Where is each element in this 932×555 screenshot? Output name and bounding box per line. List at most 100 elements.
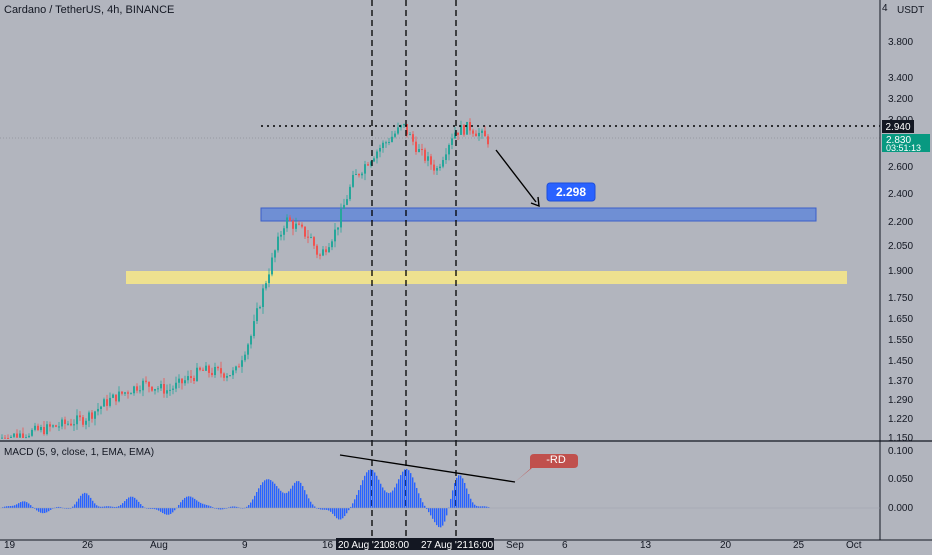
candle[interactable]: [283, 225, 285, 241]
candle[interactable]: [217, 365, 219, 371]
candle[interactable]: [154, 388, 156, 395]
candle[interactable]: [1, 434, 3, 439]
candle[interactable]: [481, 128, 483, 139]
candle[interactable]: [43, 421, 45, 436]
candle[interactable]: [196, 363, 198, 382]
candle[interactable]: [469, 118, 471, 135]
candle[interactable]: [457, 132, 459, 140]
candle[interactable]: [478, 128, 480, 141]
candle[interactable]: [352, 170, 354, 188]
candle[interactable]: [226, 373, 228, 382]
candle[interactable]: [454, 126, 456, 140]
candle[interactable]: [373, 156, 375, 163]
candle[interactable]: [178, 374, 180, 389]
candle[interactable]: [112, 393, 114, 399]
candle[interactable]: [268, 268, 270, 288]
candle[interactable]: [409, 132, 411, 136]
candle[interactable]: [94, 410, 96, 426]
candle[interactable]: [415, 136, 417, 155]
candle[interactable]: [460, 120, 462, 135]
candle[interactable]: [295, 217, 297, 232]
candle[interactable]: [487, 134, 489, 148]
candle[interactable]: [166, 384, 168, 398]
candle[interactable]: [301, 222, 303, 229]
candle[interactable]: [52, 424, 54, 429]
candle[interactable]: [280, 231, 282, 241]
candle[interactable]: [397, 122, 399, 135]
candle[interactable]: [103, 397, 105, 407]
candle[interactable]: [277, 232, 279, 253]
candle[interactable]: [115, 394, 117, 406]
candle[interactable]: [394, 130, 396, 139]
candle[interactable]: [40, 424, 42, 433]
candle[interactable]: [340, 203, 342, 233]
candle[interactable]: [205, 361, 207, 372]
candle[interactable]: [223, 372, 225, 382]
candle[interactable]: [463, 123, 465, 137]
candle[interactable]: [172, 385, 174, 395]
candle[interactable]: [241, 355, 243, 373]
candle[interactable]: [193, 375, 195, 385]
candle[interactable]: [139, 385, 141, 394]
candle[interactable]: [22, 427, 24, 438]
candle[interactable]: [358, 173, 360, 178]
candle[interactable]: [37, 423, 39, 432]
candle[interactable]: [253, 314, 255, 339]
candle[interactable]: [142, 378, 144, 397]
candle[interactable]: [376, 149, 378, 164]
candle[interactable]: [130, 392, 132, 395]
candle[interactable]: [472, 128, 474, 137]
candle[interactable]: [382, 140, 384, 153]
candle[interactable]: [61, 417, 63, 430]
candle[interactable]: [160, 380, 162, 392]
candle[interactable]: [274, 249, 276, 263]
candle[interactable]: [187, 370, 189, 384]
candle[interactable]: [169, 383, 171, 396]
candle[interactable]: [199, 366, 201, 372]
candle[interactable]: [436, 165, 438, 175]
candle[interactable]: [244, 351, 246, 363]
candle[interactable]: [70, 418, 72, 427]
candle[interactable]: [16, 429, 18, 438]
candle[interactable]: [334, 222, 336, 248]
candle[interactable]: [349, 184, 351, 202]
candle[interactable]: [13, 433, 15, 438]
candle[interactable]: [214, 362, 216, 378]
candle[interactable]: [157, 385, 159, 393]
candle[interactable]: [445, 148, 447, 164]
candle[interactable]: [328, 243, 330, 253]
candle[interactable]: [91, 410, 93, 423]
candle[interactable]: [202, 367, 204, 371]
candle[interactable]: [100, 405, 102, 415]
candle[interactable]: [85, 418, 87, 430]
target-price-label[interactable]: [546, 182, 596, 202]
candle[interactable]: [31, 428, 33, 437]
candle[interactable]: [385, 140, 387, 148]
candle[interactable]: [118, 386, 120, 403]
candle[interactable]: [331, 239, 333, 251]
candle[interactable]: [184, 375, 186, 386]
candle[interactable]: [127, 390, 129, 399]
candle[interactable]: [322, 246, 324, 257]
candle[interactable]: [28, 433, 30, 438]
candle[interactable]: [343, 198, 345, 210]
candle[interactable]: [289, 215, 291, 222]
candle[interactable]: [427, 151, 429, 167]
candle[interactable]: [235, 365, 237, 374]
candle[interactable]: [265, 280, 267, 291]
candle[interactable]: [292, 218, 294, 236]
candle[interactable]: [448, 143, 450, 161]
candle[interactable]: [4, 434, 6, 439]
candle[interactable]: [34, 422, 36, 432]
candle[interactable]: [55, 424, 57, 428]
candle[interactable]: [259, 305, 261, 310]
candle[interactable]: [73, 419, 75, 431]
divergence-line[interactable]: [339, 454, 516, 483]
candle[interactable]: [430, 153, 432, 170]
candle[interactable]: [247, 342, 249, 360]
candle[interactable]: [484, 125, 486, 137]
candle[interactable]: [313, 236, 315, 250]
candle[interactable]: [49, 421, 51, 432]
candle[interactable]: [355, 169, 357, 176]
candle[interactable]: [403, 123, 405, 128]
